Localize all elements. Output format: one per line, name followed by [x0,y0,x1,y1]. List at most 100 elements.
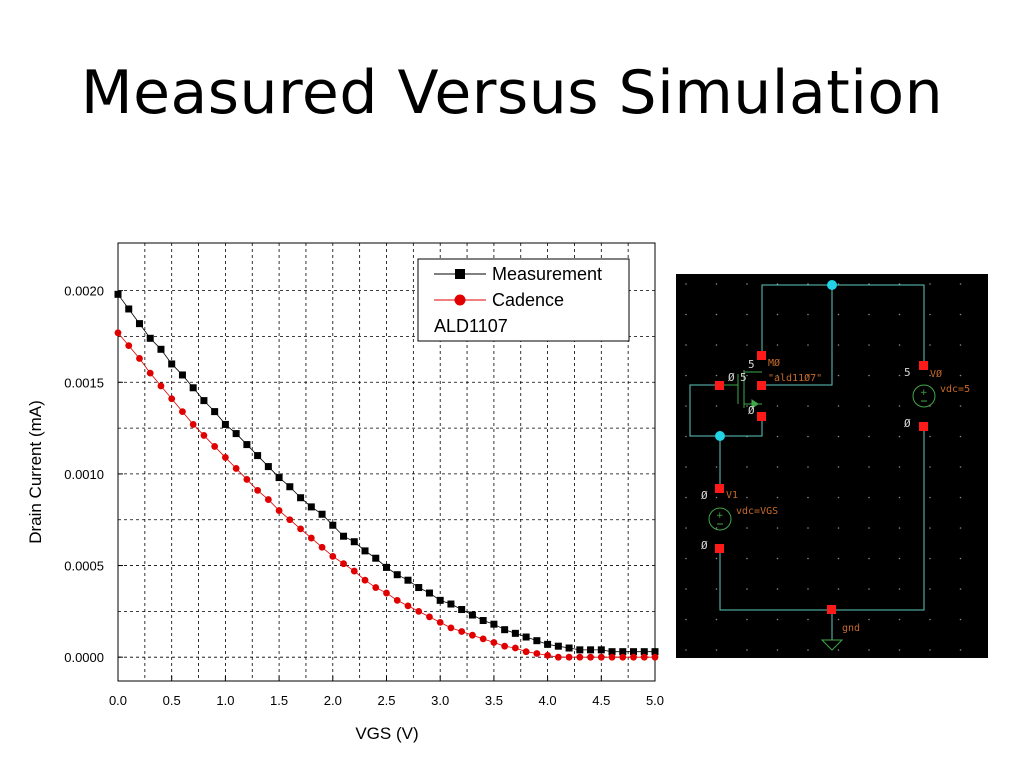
grid-dot [746,466,748,468]
grid-dot [776,466,779,468]
grid-dot [715,588,718,590]
point-measurement [544,640,552,648]
grid-dot [776,313,779,316]
grid-dot [807,374,809,377]
pin-v1-plus [715,484,724,493]
point-measurement [458,606,466,614]
point-measurement [221,420,229,428]
grid-dot [715,618,718,621]
grid-dot [746,496,748,499]
point-measurement [415,584,423,592]
grid-dot [807,527,809,529]
point-cadence [576,653,584,661]
point-cadence [372,584,380,591]
m0-name-label: MØ [768,357,780,369]
y-tick-label: 0.0000 [64,650,104,665]
grid-dot [929,557,931,560]
point-measurement [533,637,541,645]
grid-dot [685,313,687,316]
point-measurement [178,371,186,379]
x-tick-label: 0.5 [163,693,181,708]
grid-dot [959,466,962,468]
point-measurement [168,360,176,368]
pin-m0-drain [757,351,766,360]
point-cadence [383,589,390,597]
point-measurement [490,620,498,628]
grid-dot [715,405,718,407]
chart-series [114,290,659,661]
point-cadence [200,432,208,439]
grid-dot [776,283,779,285]
x-axis-label: VGS (V) [355,724,418,743]
point-measurement [243,441,251,449]
grid-dot [746,344,748,346]
grid-dot [929,435,931,438]
point-cadence [619,653,627,661]
grid-dot [837,527,840,529]
grid-dot [959,435,962,438]
grid-dot [868,649,870,651]
y-tick-label: 0.0015 [64,375,104,390]
ground-icon [820,639,844,651]
point-measurement [264,463,272,471]
point-measurement [232,430,240,438]
grid-dot [868,557,870,560]
pin-m0-gate [715,381,724,390]
m0-pin-source-label: Ø [748,404,755,417]
point-cadence [447,624,455,632]
grid-dot [837,283,840,285]
schematic-pins [715,351,928,614]
point-cadence [651,653,659,661]
point-measurement [297,494,305,502]
grid-dot [959,527,962,529]
schematic-grid-dots [685,283,962,651]
grid-dot [776,435,779,438]
v0-pin-bottom-label: Ø [904,417,911,430]
grid-dot [807,435,809,438]
grid-dot [898,466,901,468]
grid-dot [898,496,901,499]
grid-dot [746,313,748,316]
voltage-source-v0: + [912,384,936,408]
grid-dot [685,557,687,560]
x-tick-label: 4.0 [539,693,557,708]
grid-dot [685,405,687,407]
grid-dot [959,588,962,590]
grid-dot [685,496,687,499]
grid-dot [715,374,718,377]
grid-dot [685,344,687,346]
point-measurement [651,648,659,656]
point-cadence [640,653,648,661]
grid-dot [929,496,931,499]
point-measurement [522,633,530,641]
point-cadence [361,576,369,584]
point-measurement [619,648,627,656]
point-cadence [211,443,219,450]
grid-dot [776,649,779,651]
point-measurement [125,305,133,313]
point-cadence [318,543,326,551]
point-measurement [640,648,648,656]
point-cadence [544,651,551,659]
point-measurement [587,646,595,654]
y-axis-label: Drain Current (mA) [26,400,45,544]
grid-dot [807,618,809,621]
point-cadence [222,454,229,461]
voltage-source-v1: + [708,507,732,531]
grid-dot [776,588,779,590]
grid-dot [746,557,748,560]
grid-dot [685,649,687,651]
junction-left [715,431,725,441]
grid-dot [807,496,809,499]
point-measurement [340,532,348,540]
point-measurement [254,452,262,460]
point-measurement [383,563,390,571]
grid-dot [929,313,931,316]
grid-dot [685,466,687,468]
point-cadence [522,648,530,656]
point-cadence [490,639,498,646]
point-measurement [393,571,401,579]
point-measurement [468,611,476,619]
grid-dot [837,466,840,468]
m0-pin-gate2-label: 5 [740,371,747,384]
